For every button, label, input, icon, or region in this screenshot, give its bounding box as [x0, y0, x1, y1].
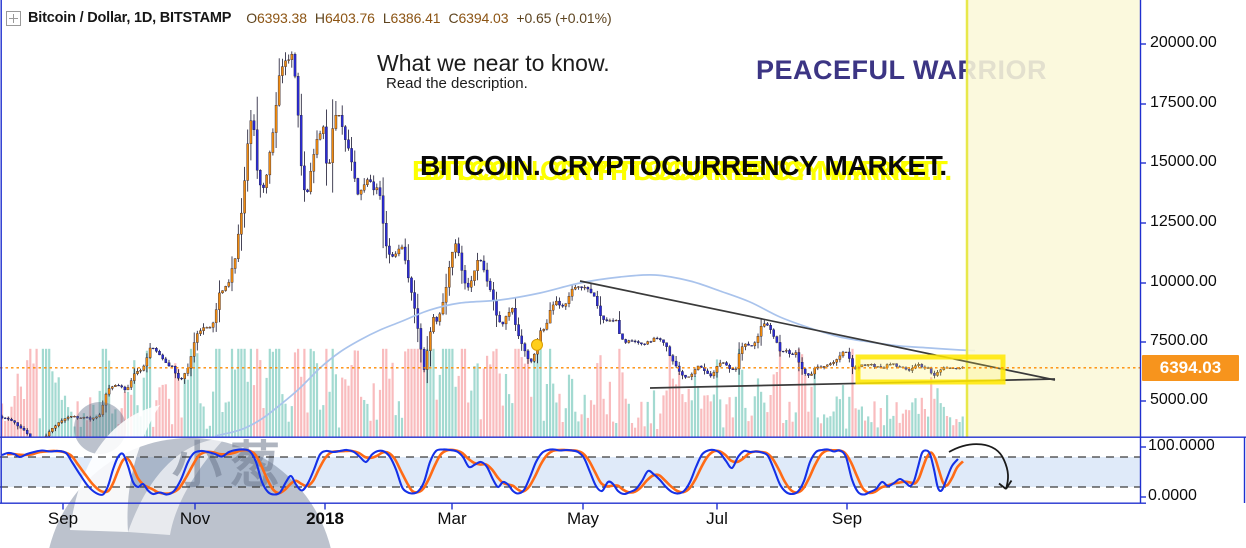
- price-axis-label: 12500.00: [1150, 213, 1217, 230]
- marker-dot[interactable]: [531, 338, 543, 351]
- price-axis-label: 10000.00: [1150, 273, 1217, 290]
- time-axis-label: Jul: [706, 509, 728, 528]
- current-price-badge: 6394.03: [1142, 354, 1239, 381]
- indicator-axis-label: 0.0000: [1148, 487, 1197, 504]
- open-value: 6393.38: [257, 10, 307, 26]
- price-axis-label: 5000.00: [1150, 391, 1208, 408]
- symbol-title[interactable]: Bitcoin / Dollar, 1D, BITSTAMP: [28, 10, 232, 26]
- price-axis-label: 20000.00: [1150, 34, 1217, 51]
- high-value: 6403.76: [324, 10, 375, 26]
- time-axis-label: Sep: [831, 509, 863, 528]
- open-label: O: [246, 10, 257, 26]
- price-axis-label: 17500.00: [1150, 94, 1217, 111]
- expand-symbol-icon[interactable]: [6, 10, 21, 26]
- time-axis-label: Nov: [179, 509, 211, 528]
- change-value: +0.65 (+0.01%): [516, 10, 612, 26]
- time-axis-label: Sep: [47, 509, 79, 528]
- low-value: 6386.41: [390, 10, 441, 26]
- moving-average-line[interactable]: [214, 273, 976, 437]
- low-label: L: [382, 10, 391, 26]
- time-axis-label: Mar: [437, 509, 467, 528]
- time-axis-label: May: [566, 509, 600, 528]
- upper-trendline[interactable]: [579, 280, 1056, 381]
- candlestick-series[interactable]: [0, 51, 964, 450]
- symbol-legend[interactable]: Bitcoin / Dollar, 1D, BITSTAMP O6393.38 H…: [6, 10, 612, 26]
- price-axis-label: 7500.00: [1150, 332, 1208, 349]
- forecast-zone[interactable]: [967, 0, 1140, 437]
- consolidation-box[interactable]: [855, 354, 1006, 385]
- pane-borders: [0, 0, 1246, 504]
- close-value: 6394.03: [458, 10, 509, 26]
- headline-annotation[interactable]: What we near to know.: [377, 50, 610, 76]
- time-axis-label: 2018: [306, 509, 344, 528]
- indicator-axis-label: 100.0000: [1148, 437, 1215, 454]
- arrow-annotation[interactable]: [948, 443, 1013, 490]
- stochastic-k-line[interactable]: [1, 448, 959, 497]
- banner-annotation[interactable]: BITCOIN. CRYPTOCURRENCY MARKET.: [420, 150, 947, 181]
- high-label: H: [314, 10, 325, 26]
- price-axis-label: 15000.00: [1150, 153, 1217, 170]
- subline-annotation[interactable]: Read the description.: [386, 75, 528, 92]
- ohlc-readout: O6393.38 H6403.76 L6386.41 C6394.03 +0.65 (+…: [238, 10, 611, 26]
- close-label: C: [448, 10, 459, 26]
- axis-ticks: [62, 43, 1146, 510]
